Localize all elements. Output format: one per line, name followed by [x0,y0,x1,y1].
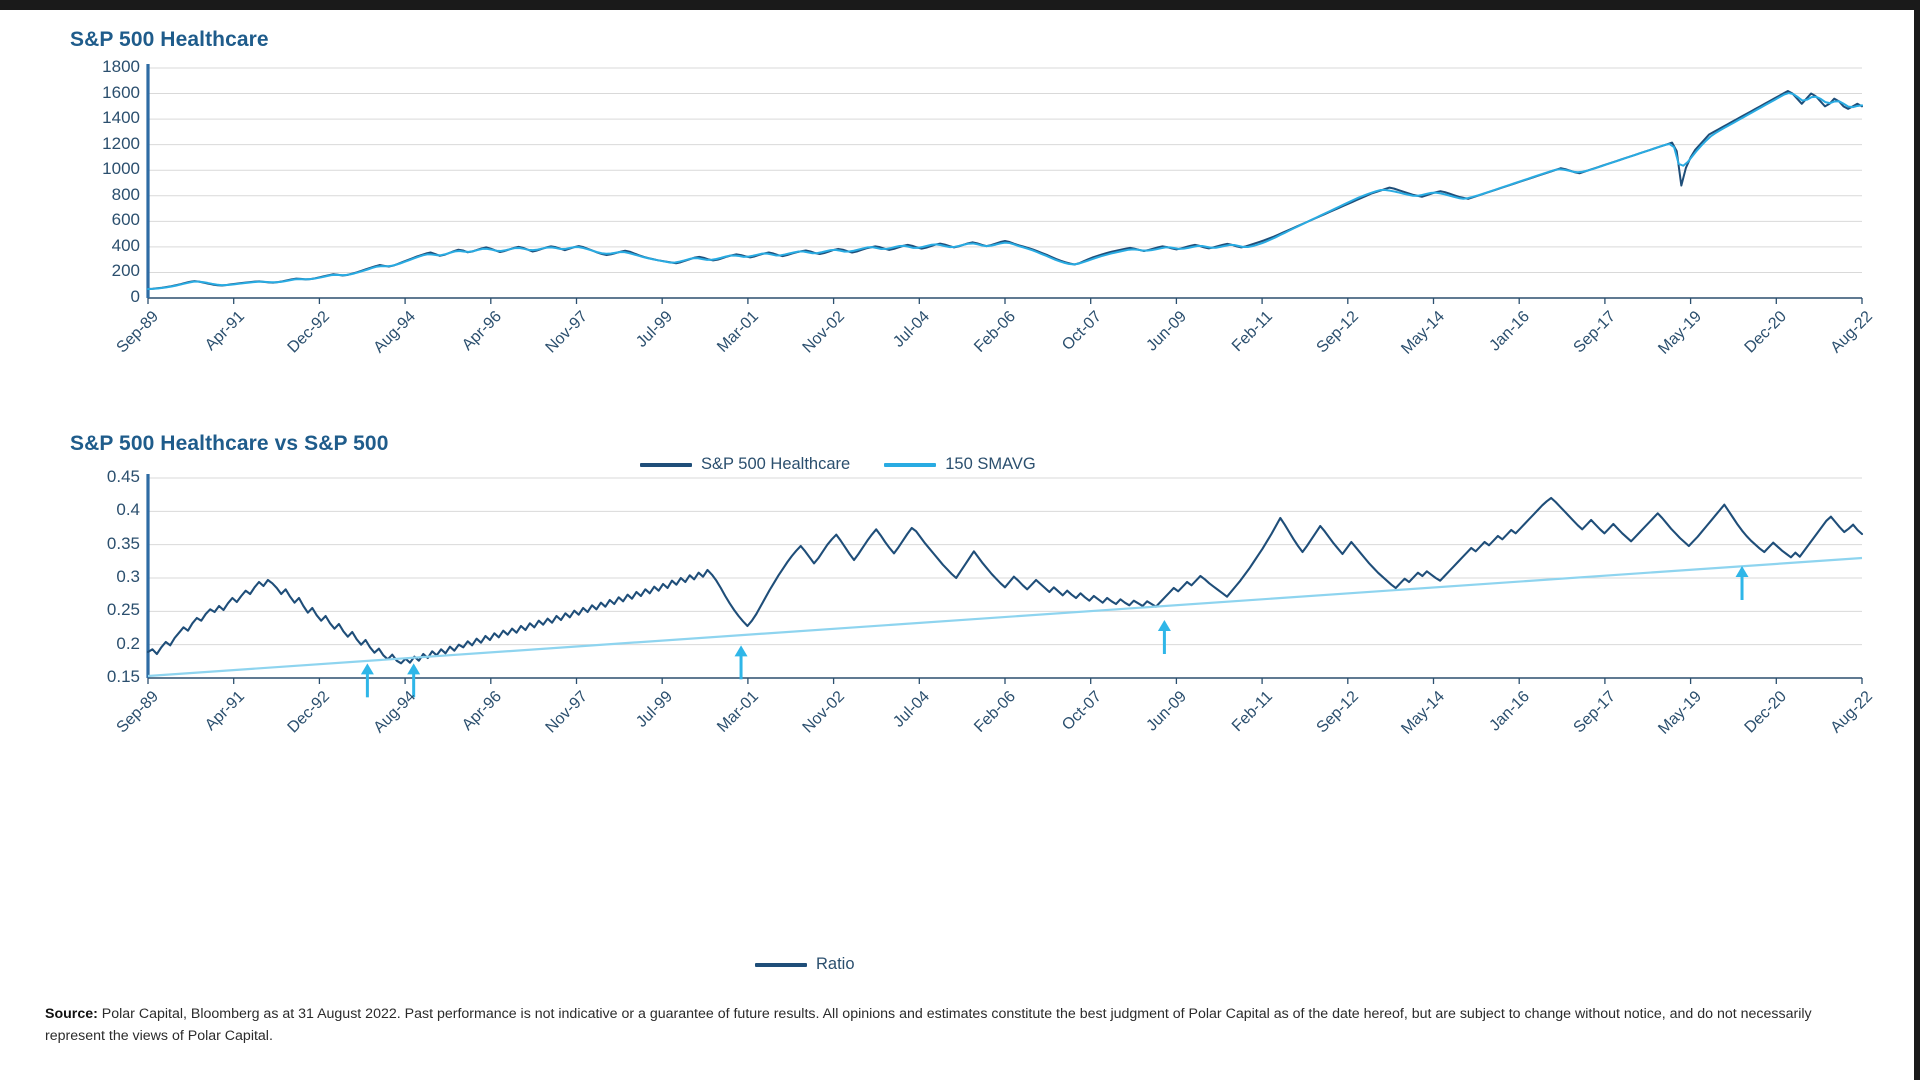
legend-label: 150 SMAVG [945,455,1036,473]
legend-color-swatch [755,962,807,967]
x-axis-tick-label: Aug-94 [370,688,420,737]
source-footnote: Source: Polar Capital, Bloomberg as at 3… [45,1003,1875,1047]
y-axis-tick-label: 1400 [102,108,140,128]
y-axis-tick-label: 600 [111,210,140,230]
y-axis-tick-label: 1600 [102,82,140,102]
source-text: Polar Capital, Bloomberg as at 31 August… [45,1006,1812,1044]
legend-color-swatch [640,462,692,467]
y-axis-tick-label: 0.35 [106,533,140,553]
y-axis-tick-label: 0.4 [116,500,140,520]
x-axis-tick-label: Nov-97 [542,688,591,737]
x-axis-tick-label: May-19 [1654,688,1705,738]
chart-2-svg [146,474,1864,698]
y-axis-tick-label: 1800 [102,57,140,76]
chart-2-legend: Ratio [755,955,855,974]
y-axis-tick-label: 1200 [102,133,140,153]
x-axis-tick-label: Apr-96 [458,688,505,734]
x-axis-tick-label: Jun-09 [1143,688,1191,735]
x-axis-tick-label: May-14 [1397,688,1448,738]
x-axis-tick-label: Feb-06 [971,688,1020,736]
x-axis-tick-label: Sep-17 [1570,688,1619,737]
chart-2-plot-area [0,470,1920,698]
y-axis-tick-label: 0.2 [116,633,140,653]
legend-item[interactable]: S&P 500 Healthcare [640,455,850,474]
y-axis-tick-label: 0.15 [106,667,140,686]
x-axis-tick-label: Aug-22 [1827,688,1877,737]
x-axis-tick-label: Jul-99 [633,688,677,731]
chart-2-title: S&P 500 Healthcare vs S&P 500 [70,432,389,455]
y-axis-tick-label: 800 [111,184,140,204]
y-axis-tick-label: 0.25 [106,600,140,620]
x-axis-tick-label: Oct-07 [1058,688,1105,734]
legend-label: S&P 500 Healthcare [701,455,851,473]
y-axis-tick-label: 400 [111,235,140,255]
x-axis-tick-label: Apr-91 [201,688,248,734]
x-axis-tick-label: Feb-11 [1229,688,1277,736]
y-axis-tick-label: 0.45 [106,467,140,486]
x-axis-tick-label: Sep-12 [1313,688,1362,737]
x-axis-tick-label: Jan-16 [1486,688,1534,735]
legend-item[interactable]: Ratio [755,955,855,974]
legend-label: Ratio [816,955,855,973]
legend-item[interactable]: 150 SMAVG [884,455,1036,474]
x-axis-tick-label: Mar-01 [714,688,762,736]
y-axis-tick-label: 200 [111,261,140,281]
legend-color-swatch [884,462,937,467]
y-axis-tick-label: 1000 [102,159,140,179]
x-axis-tick-label: Nov-02 [799,688,848,737]
x-axis-tick-label: Jul-04 [890,688,934,731]
top-black-bar [0,0,1920,10]
y-axis-tick-label: 0 [130,287,140,306]
right-black-bar [1914,0,1920,1080]
chart-1-svg [146,64,1863,304]
chart-1-plot-area [0,60,1920,360]
x-axis-tick-label: Dec-92 [284,688,334,737]
y-axis-tick-label: 0.3 [116,567,140,586]
source-label: Source: [45,1006,98,1022]
chart-2-title-wrap: S&P 500 Healthcare vs S&P 500 [70,432,389,456]
chart-1-legend: S&P 500 Healthcare 150 SMAVG [640,455,1036,474]
x-axis-tick-label: Sep-89 [113,688,163,737]
x-axis-tick-label: Dec-20 [1741,688,1791,737]
chart-1-title: S&P 500 Healthcare [70,28,269,51]
chart-1-title-wrap: S&P 500 Healthcare [70,28,269,52]
